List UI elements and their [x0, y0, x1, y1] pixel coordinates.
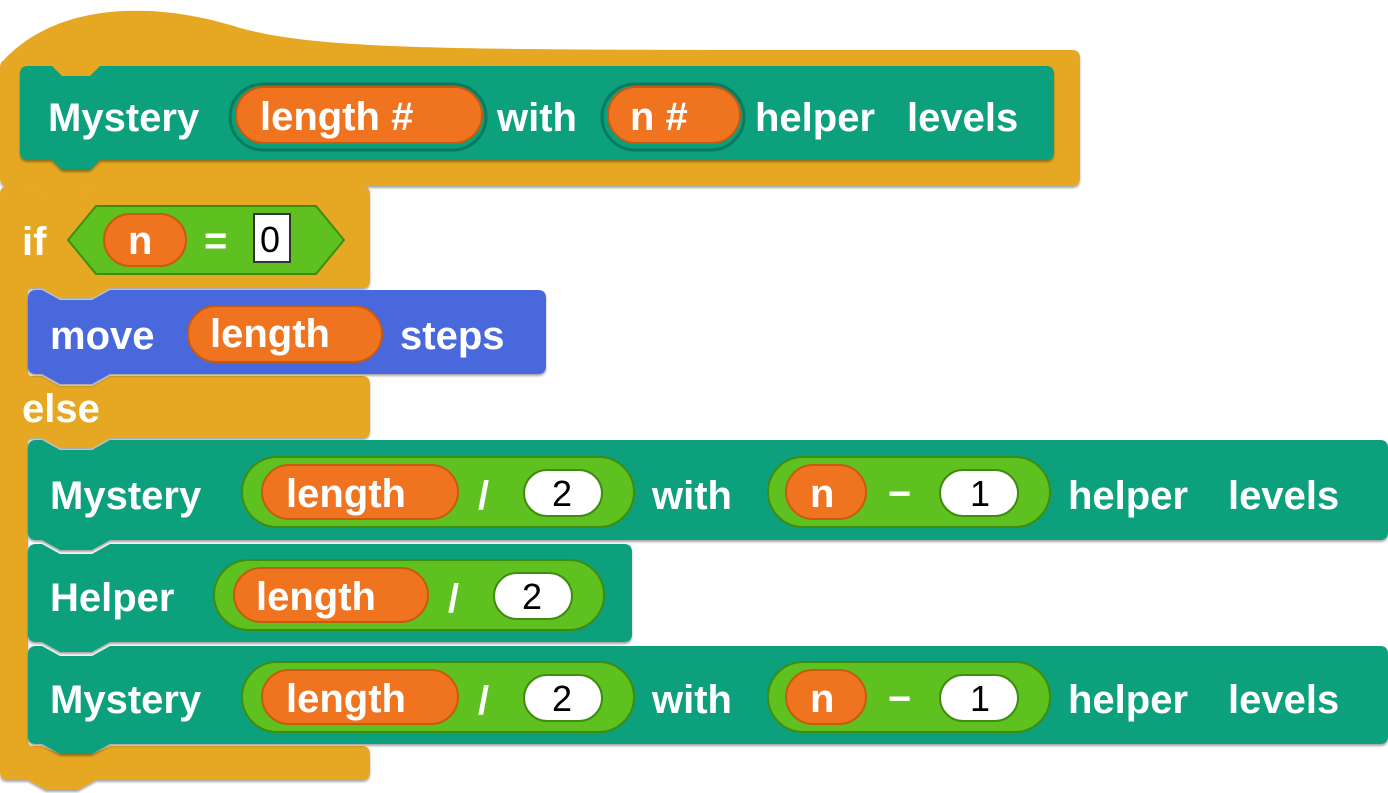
helper-call-block[interactable]: Helper length / 2 [28, 544, 632, 652]
move-length-label: length [210, 312, 330, 356]
helper-label-1: helper [1068, 474, 1188, 518]
prototype-with-label: with [496, 96, 577, 140]
value-input-zero[interactable]: 0 [253, 213, 291, 263]
var-n-label: n [128, 219, 152, 263]
subtrahend-input-1[interactable] [939, 469, 1019, 517]
divisor-helper-text: 2 [522, 576, 542, 617]
n-var-1: n [810, 472, 834, 516]
equals-sign: = [204, 219, 227, 263]
divisor-2-text: 2 [552, 678, 572, 719]
helper-call-name: Helper [50, 576, 175, 620]
minus-sign-2: − [888, 677, 911, 721]
divide-sign-2: / [478, 679, 489, 723]
param-length-slot[interactable]: length # [228, 82, 488, 152]
divisor-input-2[interactable] [523, 674, 603, 722]
n-var-2: n [810, 677, 834, 721]
subtrahend-input-2[interactable] [939, 674, 1019, 722]
subtrahend-1-text: 1 [970, 473, 990, 514]
prototype-helper-label: helper [755, 96, 875, 140]
length-var-helper: length [256, 575, 376, 619]
subtrahend-2-text: 1 [970, 678, 990, 719]
levels-label-2: levels [1228, 678, 1339, 722]
with-label-2: with [651, 678, 732, 722]
divide-operator-helper[interactable]: length / 2 [213, 559, 605, 631]
levels-label-1: levels [1228, 474, 1339, 518]
with-label-1: with [651, 474, 732, 518]
move-length-reporter[interactable]: length [187, 305, 383, 363]
equals-predicate[interactable]: n = 0 [66, 205, 346, 275]
param-length-label: length # [260, 95, 413, 139]
divide-sign-1: / [478, 474, 489, 518]
mystery-call-block-2[interactable]: Mystery length / 2 with n − 1 helper lev… [28, 646, 1388, 754]
length-var-2: length [286, 677, 406, 721]
param-n-label: n # [630, 95, 688, 139]
length-var-1: length [286, 472, 406, 516]
helper-label-2: helper [1068, 678, 1188, 722]
move-label: move [50, 314, 155, 358]
minus-operator-1[interactable]: n − 1 [767, 456, 1051, 528]
divide-operator-2[interactable]: length / 2 [241, 661, 635, 733]
minus-sign-1: − [888, 472, 911, 516]
divisor-1-text: 2 [552, 473, 572, 514]
mystery-call-2-name: Mystery [50, 678, 202, 722]
value-zero-text: 0 [260, 219, 280, 260]
mystery-call-1-name: Mystery [50, 474, 202, 518]
if-else-block[interactable]: if n = 0 else [0, 186, 370, 790]
var-n-reporter[interactable]: n [103, 213, 187, 267]
else-keyword: else [22, 387, 100, 431]
minus-operator-2[interactable]: n − 1 [767, 661, 1051, 733]
divisor-input-helper[interactable] [493, 572, 573, 620]
steps-label: steps [400, 314, 505, 358]
move-block[interactable]: move length steps [28, 290, 546, 384]
mystery-call-block-1[interactable]: Mystery length / 2 with n − 1 helper lev… [28, 440, 1388, 550]
if-keyword: if [22, 220, 47, 264]
prototype-name: Mystery [48, 96, 200, 140]
prototype-levels-label: levels [907, 96, 1018, 140]
param-n-slot[interactable]: n # [600, 82, 746, 152]
divisor-input-1[interactable] [523, 469, 603, 517]
divide-operator-1[interactable]: length / 2 [241, 456, 635, 528]
prototype-block[interactable]: Mystery length # with n # helper levels [20, 66, 1054, 170]
divide-sign-helper: / [448, 577, 459, 621]
